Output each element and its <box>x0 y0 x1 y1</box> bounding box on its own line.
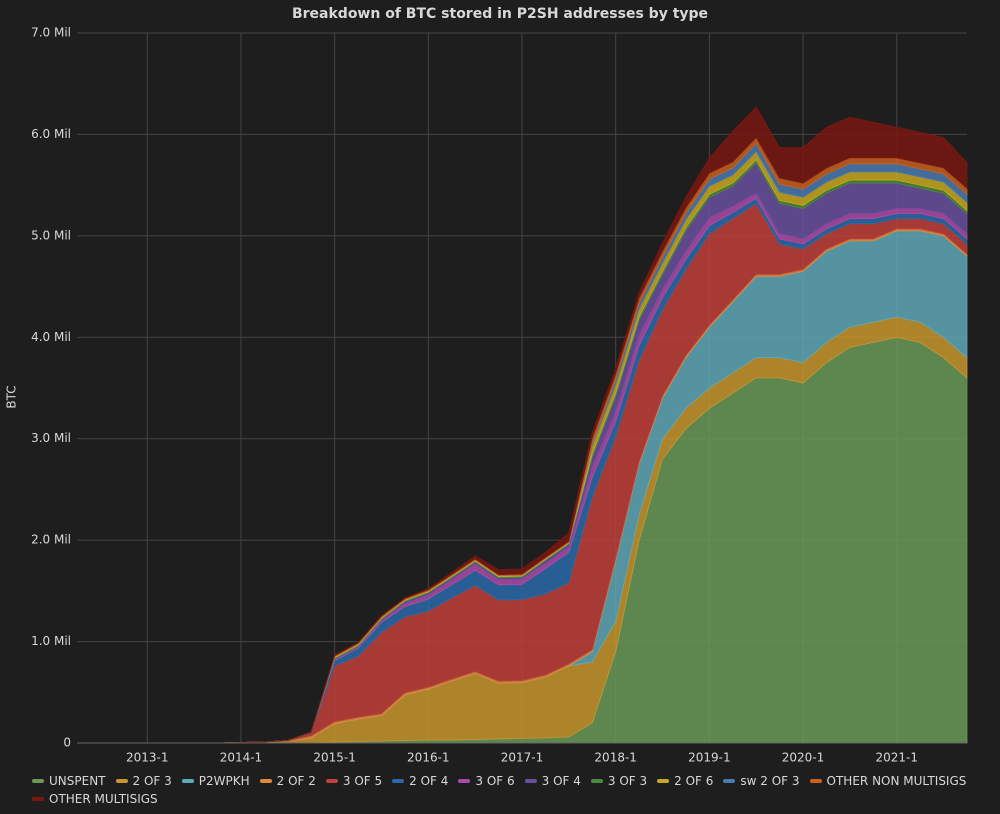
y-tick-label: 3.0 Mil <box>31 431 71 445</box>
legend-label: 3 OF 5 <box>342 774 383 788</box>
legend-swatch <box>657 779 670 783</box>
legend-item[interactable]: P2WPKH <box>181 772 250 790</box>
legend-swatch <box>32 779 44 783</box>
legend-item[interactable]: 3 OF 4 <box>524 772 581 790</box>
legend-swatch <box>723 779 736 783</box>
legend-swatch <box>115 779 128 783</box>
legend-label: 2 OF 3 <box>132 774 172 788</box>
chart: Breakdown of BTC stored in P2SH addresse… <box>5 6 968 765</box>
legend-item[interactable]: 2 OF 2 <box>259 772 316 790</box>
legend-item[interactable]: UNSPENT <box>32 772 106 790</box>
x-tick-label: 2013-1 <box>126 751 169 765</box>
legend-label: OTHER MULTISIGS <box>49 792 158 806</box>
y-tick-label: 1.0 Mil <box>31 634 71 648</box>
area <box>77 106 968 744</box>
legend-item[interactable]: OTHER NON MULTISIGS <box>809 772 967 790</box>
y-tick-label: 4.0 Mil <box>31 330 71 344</box>
legend-swatch <box>809 779 822 783</box>
legend-swatch <box>590 779 603 783</box>
legend-label: 3 OF 3 <box>607 774 648 788</box>
y-tick-label: 0 <box>63 736 71 750</box>
legend-item[interactable]: 2 OF 4 <box>392 772 448 790</box>
legend-item[interactable]: sw 2 OF 3 <box>723 772 800 790</box>
chart-title: Breakdown of BTC stored in P2SH addresse… <box>292 6 708 22</box>
legend-label: 3 OF 4 <box>541 774 581 788</box>
legend-swatch <box>259 779 272 783</box>
x-tick-label: 2020-1 <box>782 751 825 765</box>
x-tick-label: 2019-1 <box>688 751 731 765</box>
legend-swatch <box>458 779 471 783</box>
x-tick-label: 2021-1 <box>875 751 918 765</box>
legend: UNSPENT 2 OF 3 P2WPKH 2 OF 2 3 OF 5 2 OF 4 3 O… <box>32 772 982 808</box>
legend-label: UNSPENT <box>49 774 106 788</box>
y-tick-label: 7.0 Mil <box>31 26 71 40</box>
y-axis-label: BTC <box>5 385 19 408</box>
legend-label: sw 2 OF 3 <box>740 774 800 788</box>
legend-swatch <box>32 797 44 801</box>
y-tick-label: 6.0 Mil <box>31 127 71 141</box>
legend-label: OTHER NON MULTISIGS <box>826 774 967 788</box>
legend-item[interactable]: 3 OF 6 <box>458 772 515 790</box>
legend-label: P2WPKH <box>198 774 250 788</box>
legend-item[interactable]: 3 OF 5 <box>325 772 383 790</box>
legend-label: 3 OF 6 <box>475 774 515 788</box>
legend-item[interactable]: 2 OF 6 <box>657 772 713 790</box>
y-tick-label: 2.0 Mil <box>31 533 71 547</box>
legend-item[interactable]: OTHER MULTISIGS <box>32 790 158 808</box>
x-tick-label: 2017-1 <box>501 751 544 765</box>
legend-label: 2 OF 4 <box>409 774 449 788</box>
x-tick-label: 2018-1 <box>594 751 637 765</box>
x-tick-label: 2016-1 <box>407 751 450 765</box>
legend-item[interactable]: 3 OF 3 <box>590 772 648 790</box>
legend-swatch <box>392 779 405 783</box>
legend-swatch <box>181 779 194 783</box>
y-tick-label: 5.0 Mil <box>31 228 71 242</box>
legend-item[interactable]: 2 OF 3 <box>115 772 172 790</box>
legend-label: 2 OF 6 <box>674 774 714 788</box>
legend-swatch <box>524 779 537 783</box>
x-tick-label: 2014-1 <box>220 751 263 765</box>
legend-swatch <box>325 779 338 783</box>
legend-label: 2 OF 2 <box>276 774 316 788</box>
x-tick-label: 2015-1 <box>313 751 356 765</box>
